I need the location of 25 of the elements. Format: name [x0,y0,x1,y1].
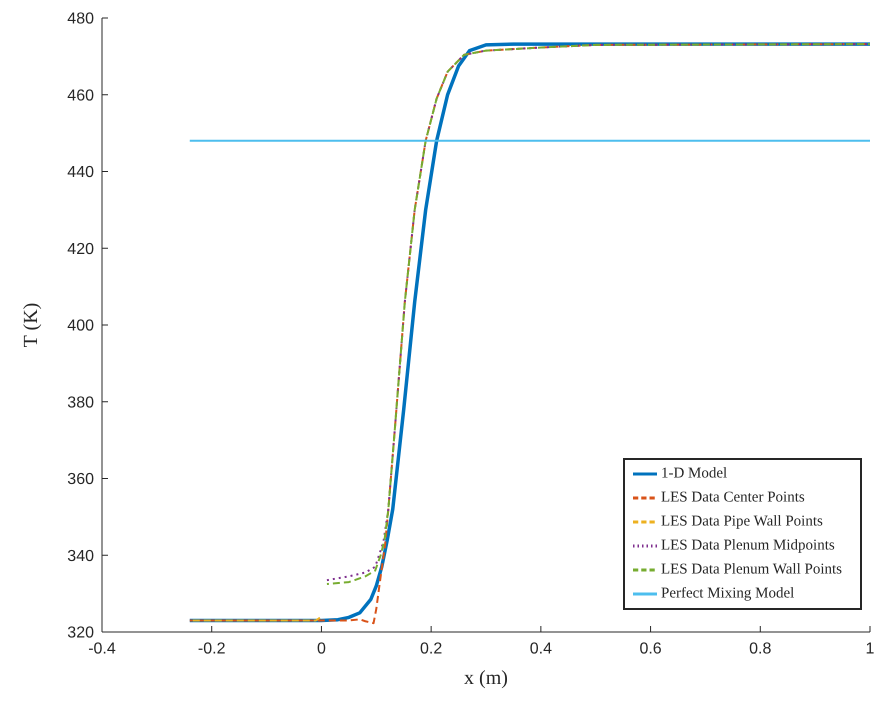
x-tick-label: 0.6 [639,640,662,658]
x-axis-title: x (m) [464,667,508,689]
y-tick-label: 360 [67,471,94,488]
y-tick-label: 440 [67,164,94,182]
y-tick-label: 380 [67,394,94,412]
y-tick-label: 480 [67,10,94,28]
y-tick-label: 320 [67,624,94,642]
y-tick-label: 400 [67,318,94,335]
legend-label: LES Data Pipe Wall Points [660,513,823,530]
x-tick-label: 0 [316,640,326,658]
y-tick-label: 340 [67,548,94,565]
y-tick-label: 460 [67,87,94,104]
y-tick-label: 420 [67,240,94,258]
legend-label: LES Data Plenum Midpoints [660,537,835,554]
x-tick-label: 1 [866,640,875,658]
legend-label: LES Data Plenum Wall Points [660,561,842,578]
x-tick-label: 0.4 [530,640,552,658]
x-tick-label: -0.4 [88,640,116,658]
x-tick-label: -0.2 [198,640,226,658]
x-tick-label: 0.8 [749,640,772,658]
x-tick-label: 0.2 [420,640,442,658]
legend-label: LES Data Center Points [660,489,805,506]
legend-label: Perfect Mixing Model [660,585,794,602]
y-axis-title: T (K) [20,302,42,348]
legend-label: 1-D Model [660,465,728,482]
